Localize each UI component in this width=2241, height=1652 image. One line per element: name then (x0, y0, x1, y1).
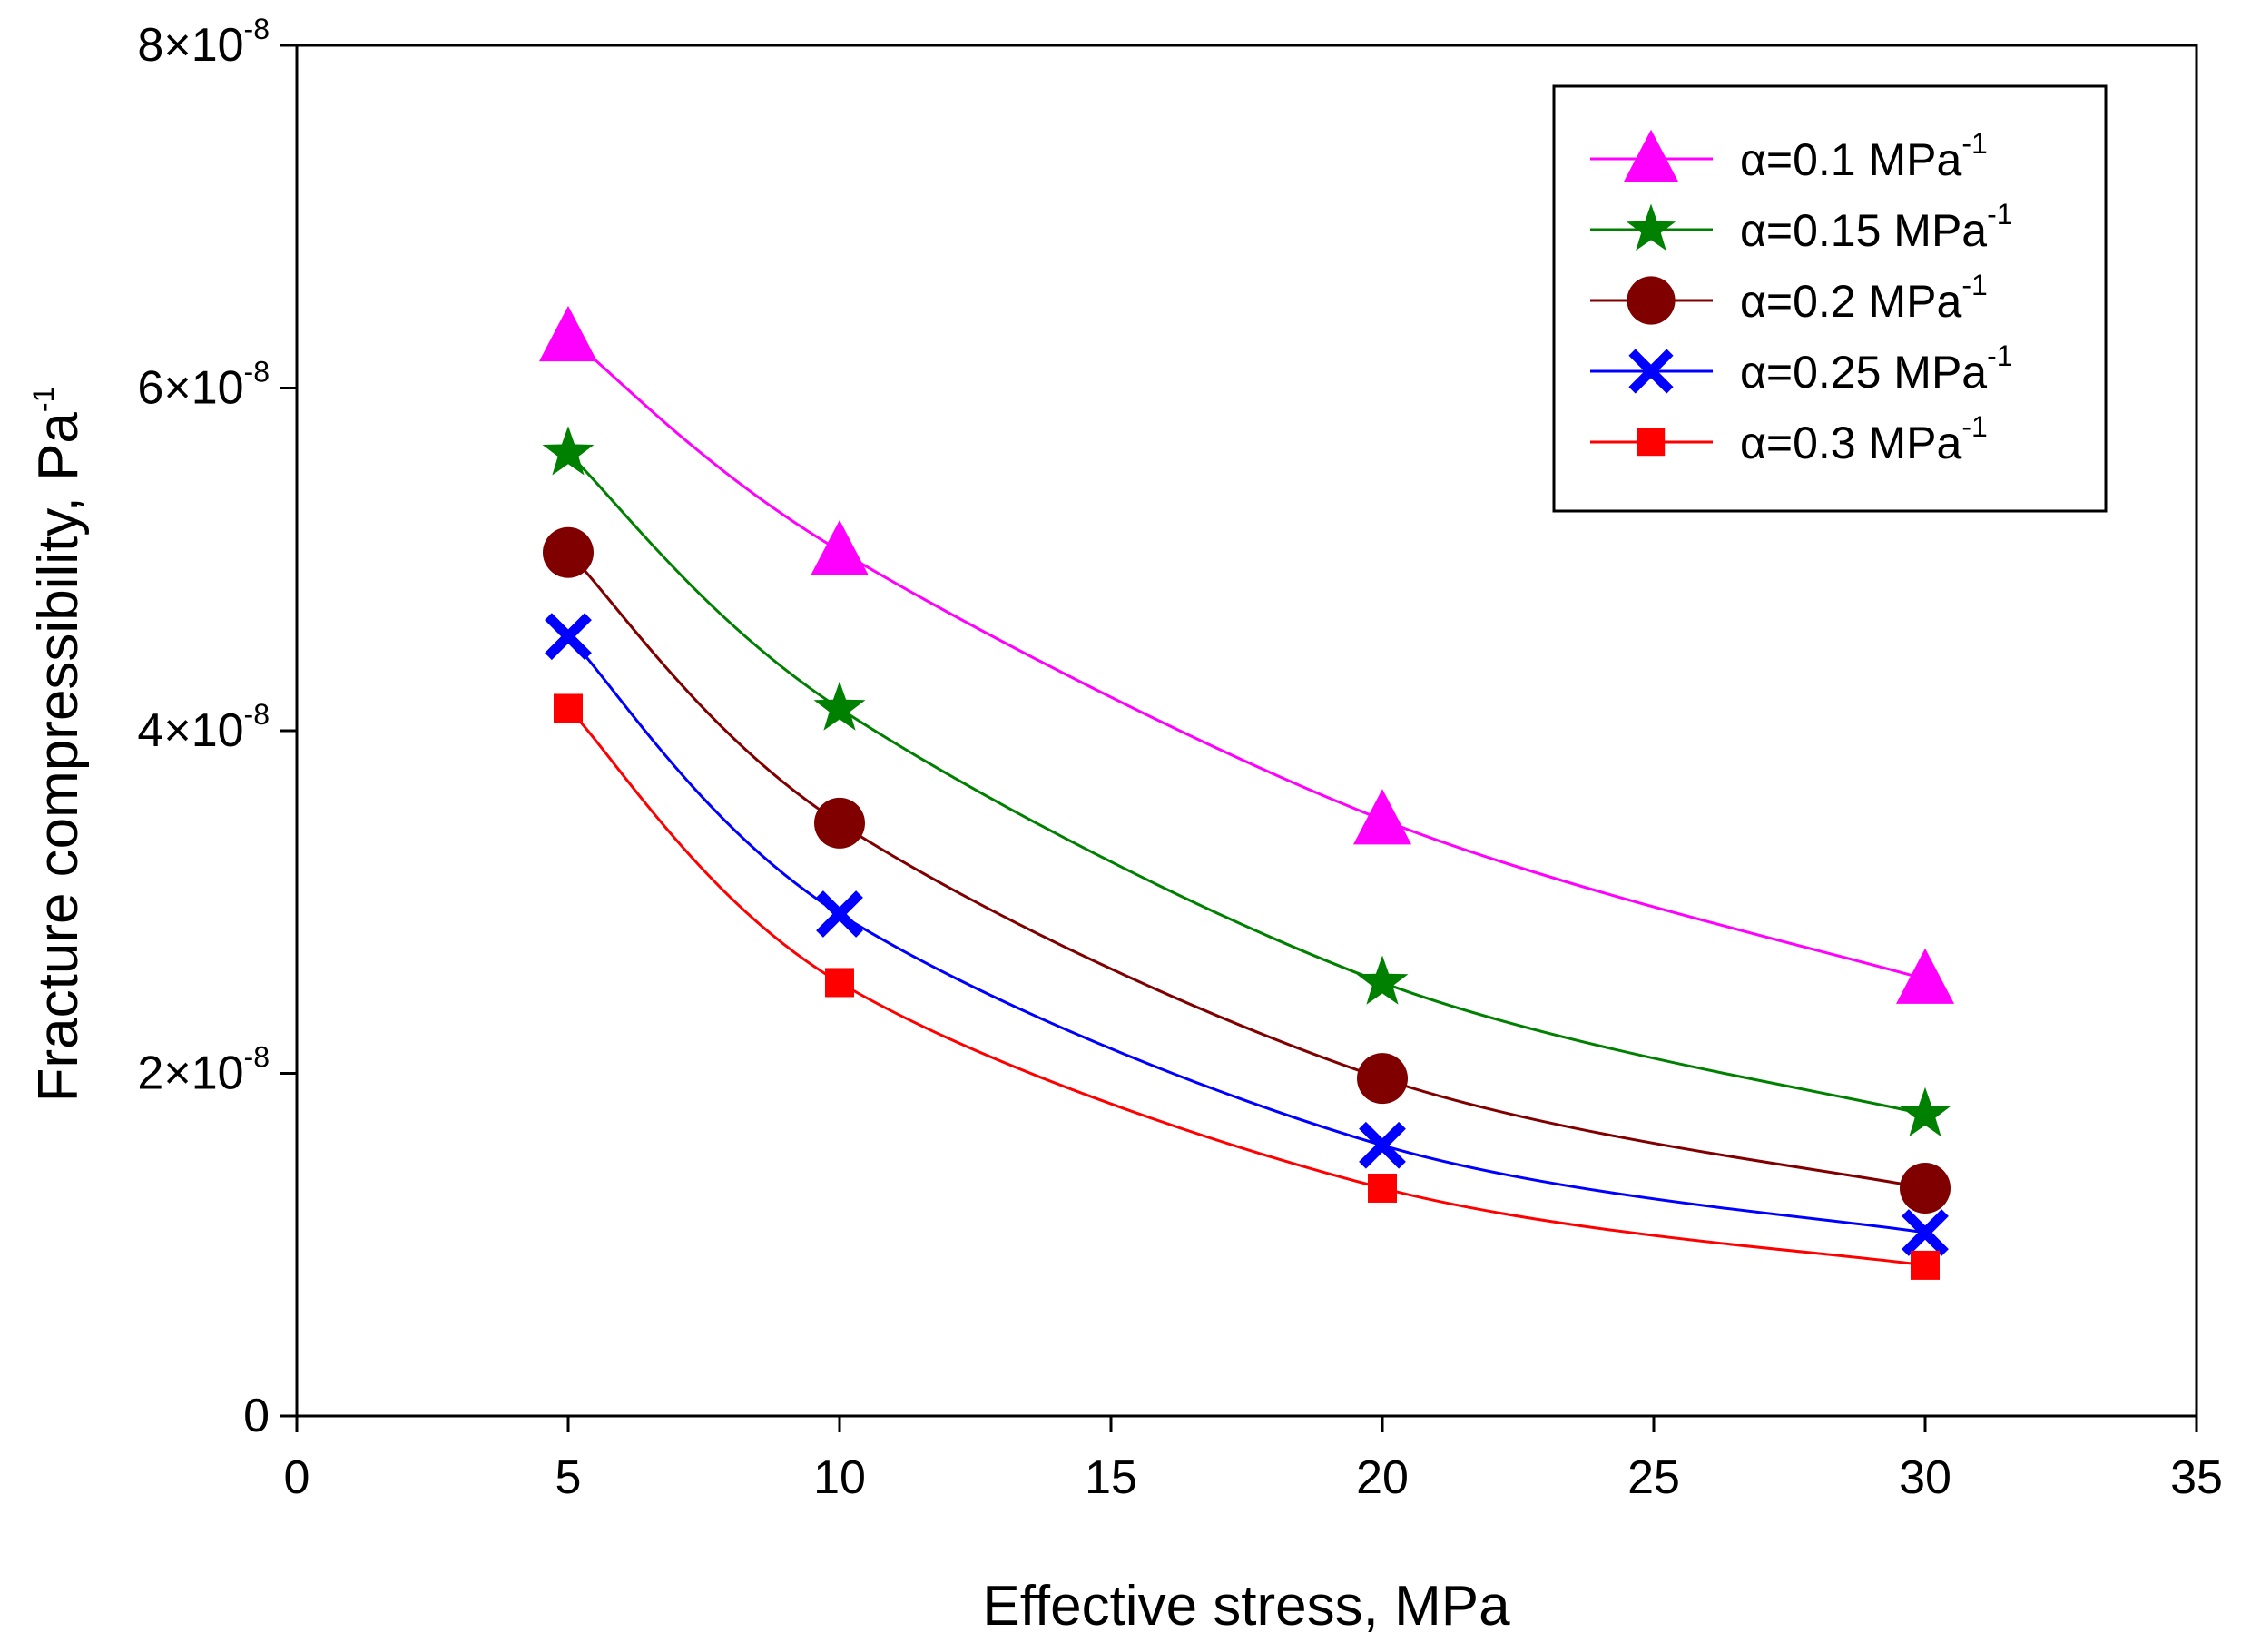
legend-label: α=0.15 MPa-1 (1740, 198, 2013, 256)
x-tick-label: 10 (813, 1451, 866, 1504)
marker-x (1359, 1121, 1406, 1169)
marker-square (825, 968, 854, 998)
y-axis-title-text: Fracture compressibility, Pa (27, 412, 90, 1103)
legend-entry: α=0.15 MPa-1 (1590, 198, 2013, 256)
series-5 (554, 693, 1940, 1280)
marker-x (1628, 349, 1674, 394)
y-tick-label: 8×10-8 (137, 13, 270, 72)
marker-circle (543, 526, 594, 578)
marker-star (1899, 1087, 1951, 1137)
series-line (566, 635, 1926, 1234)
axes: 0 5 10 15 20 25 30 35 0 2×10-8 4×10-8 6×10-8 8×10-8 (137, 13, 2223, 1504)
x-tick-label: 30 (1899, 1451, 1951, 1504)
marker-star (1626, 203, 1676, 251)
marker-triangle (539, 305, 597, 362)
legend-label: α=0.1 MPa-1 (1740, 127, 1988, 185)
x-tick-label: 0 (284, 1451, 310, 1504)
marker-square (1911, 1250, 1940, 1280)
series-line (566, 551, 1926, 1190)
y-tick-label: 6×10-8 (137, 356, 270, 415)
legend-entry: α=0.1 MPa-1 (1590, 127, 1988, 185)
marker-x (1902, 1209, 1949, 1256)
marker-square (554, 693, 583, 723)
marker-square (1368, 1173, 1397, 1203)
series-group (539, 305, 1954, 1280)
series-line (566, 452, 1926, 1116)
legend-label: α=0.2 MPa-1 (1740, 269, 1988, 327)
y-tick-label: 0 (243, 1390, 270, 1442)
marker-square (1637, 428, 1666, 457)
marker-triangle (1623, 129, 1679, 182)
x-tick-label: 15 (1085, 1451, 1137, 1504)
marker-star (542, 426, 595, 476)
marker-circle (1357, 1053, 1408, 1105)
marker-triangle (1353, 789, 1411, 845)
series-4 (545, 613, 1949, 1256)
y-axis-title: Fracture compressibility, Pa-1 (27, 387, 90, 1103)
marker-x (545, 613, 592, 661)
series-3 (543, 526, 1951, 1214)
marker-x (816, 890, 863, 938)
legend-entry: α=0.2 MPa-1 (1590, 269, 1988, 327)
legend: α=0.1 MPa-1 α=0.15 MPa-1 α=0.2 MPa-1 α=0.25… (1552, 84, 2108, 513)
legend-label: α=0.25 MPa-1 (1740, 339, 2013, 398)
series-line (567, 335, 1926, 981)
legend-label: α=0.3 MPa-1 (1740, 410, 1988, 468)
legend-entry: α=0.25 MPa-1 (1590, 339, 2013, 398)
marker-circle (1627, 276, 1676, 325)
series-line (566, 707, 1926, 1267)
x-axis-title: Effective stress, MPa (982, 1575, 1510, 1637)
marker-triangle (1896, 948, 1954, 1004)
marker-circle (1900, 1162, 1951, 1214)
series-2 (542, 426, 1951, 1137)
x-tick-label: 25 (1627, 1451, 1680, 1504)
x-tick-label: 20 (1356, 1451, 1409, 1504)
marker-triangle (811, 519, 869, 576)
x-tick-label: 5 (555, 1451, 582, 1504)
marker-star (813, 681, 866, 731)
x-tick-label: 35 (2170, 1451, 2223, 1504)
y-axis-title-sup: -1 (27, 387, 60, 412)
marker-circle (814, 797, 865, 849)
y-tick-label: 4×10-8 (137, 698, 270, 757)
marker-star (1356, 955, 1409, 1005)
legend-entry: α=0.3 MPa-1 (1590, 410, 1988, 468)
y-tick-label: 2×10-8 (137, 1041, 270, 1100)
series-1 (539, 305, 1954, 1004)
